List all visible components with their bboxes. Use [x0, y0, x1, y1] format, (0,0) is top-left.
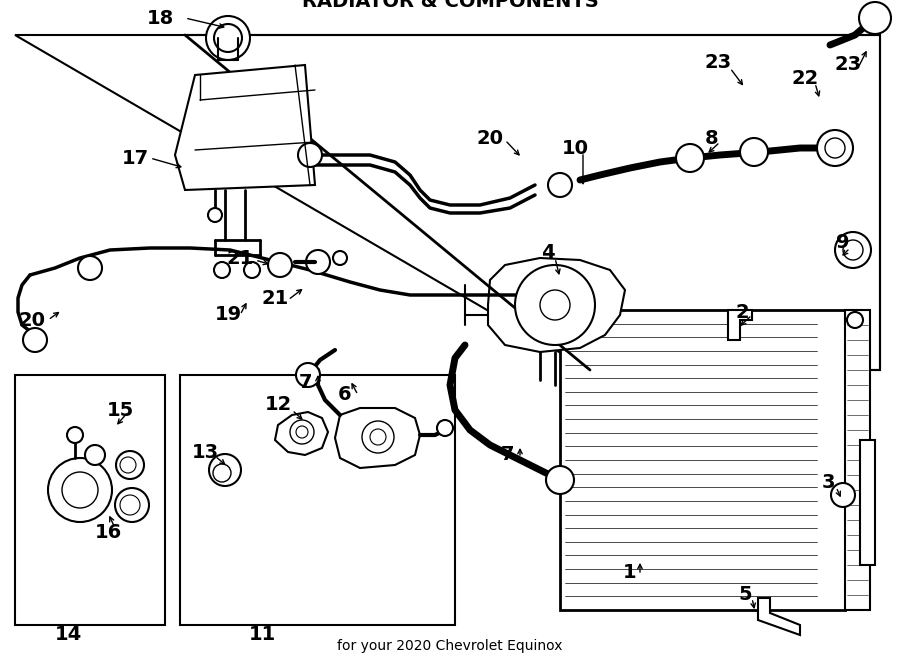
Circle shape [244, 262, 260, 278]
Circle shape [515, 265, 595, 345]
Circle shape [120, 457, 136, 473]
Text: 23: 23 [705, 54, 732, 73]
Circle shape [290, 420, 314, 444]
Circle shape [546, 466, 574, 494]
Circle shape [825, 138, 845, 158]
Circle shape [120, 495, 140, 515]
Text: 1: 1 [623, 563, 637, 582]
Text: 17: 17 [122, 149, 148, 167]
Text: 13: 13 [192, 442, 219, 461]
Text: 7: 7 [298, 373, 311, 391]
Circle shape [296, 426, 308, 438]
Polygon shape [758, 598, 800, 635]
Text: 22: 22 [791, 69, 819, 87]
Circle shape [296, 363, 320, 387]
Text: 6: 6 [338, 385, 352, 405]
Text: 19: 19 [214, 305, 241, 325]
Text: 8: 8 [706, 128, 719, 147]
Text: 16: 16 [94, 522, 122, 541]
Text: 14: 14 [54, 625, 82, 644]
Bar [180, 375, 455, 625]
Bar [845, 310, 870, 610]
Circle shape [208, 208, 222, 222]
Text: for your 2020 Chevrolet Equinox: for your 2020 Chevrolet Equinox [338, 639, 562, 653]
Text: 3: 3 [821, 473, 835, 492]
Bar [15, 375, 165, 625]
Circle shape [370, 429, 386, 445]
Circle shape [213, 464, 231, 482]
Circle shape [859, 2, 891, 34]
Circle shape [847, 312, 863, 328]
Circle shape [62, 472, 98, 508]
Text: 5: 5 [738, 586, 752, 605]
Circle shape [23, 328, 47, 352]
Circle shape [676, 144, 704, 172]
Circle shape [548, 173, 572, 197]
Text: 23: 23 [834, 56, 861, 75]
Text: 21: 21 [261, 288, 289, 307]
Text: 21: 21 [227, 249, 254, 268]
Text: RADIATOR & COMPONENTS: RADIATOR & COMPONENTS [302, 0, 598, 11]
Circle shape [116, 451, 144, 479]
Text: 20: 20 [19, 311, 46, 329]
Circle shape [48, 458, 112, 522]
Text: 15: 15 [106, 401, 133, 420]
Polygon shape [275, 412, 328, 455]
Circle shape [362, 421, 394, 453]
Text: 9: 9 [836, 233, 850, 251]
Text: 2: 2 [735, 303, 749, 321]
Circle shape [831, 483, 855, 507]
Text: 4: 4 [541, 243, 554, 262]
Polygon shape [335, 408, 420, 468]
Circle shape [817, 130, 853, 166]
Circle shape [67, 427, 83, 443]
Circle shape [214, 24, 242, 52]
Circle shape [214, 262, 230, 278]
Circle shape [209, 454, 241, 486]
Circle shape [298, 143, 322, 167]
Text: 11: 11 [248, 625, 275, 644]
Text: 18: 18 [147, 9, 174, 28]
Circle shape [843, 240, 863, 260]
Polygon shape [860, 440, 875, 565]
Polygon shape [728, 310, 752, 340]
Circle shape [333, 251, 347, 265]
Circle shape [78, 256, 102, 280]
Circle shape [540, 290, 570, 320]
Text: 7: 7 [501, 446, 515, 465]
Polygon shape [175, 65, 315, 190]
Text: 20: 20 [476, 128, 503, 147]
Circle shape [85, 445, 105, 465]
Circle shape [835, 232, 871, 268]
Circle shape [268, 253, 292, 277]
Circle shape [306, 250, 330, 274]
Text: 12: 12 [265, 395, 292, 414]
Text: 10: 10 [562, 139, 589, 157]
Circle shape [740, 138, 768, 166]
Polygon shape [488, 258, 625, 352]
Bar [560, 310, 845, 610]
Circle shape [437, 420, 453, 436]
Circle shape [206, 16, 250, 60]
Circle shape [115, 488, 149, 522]
Polygon shape [15, 35, 880, 370]
